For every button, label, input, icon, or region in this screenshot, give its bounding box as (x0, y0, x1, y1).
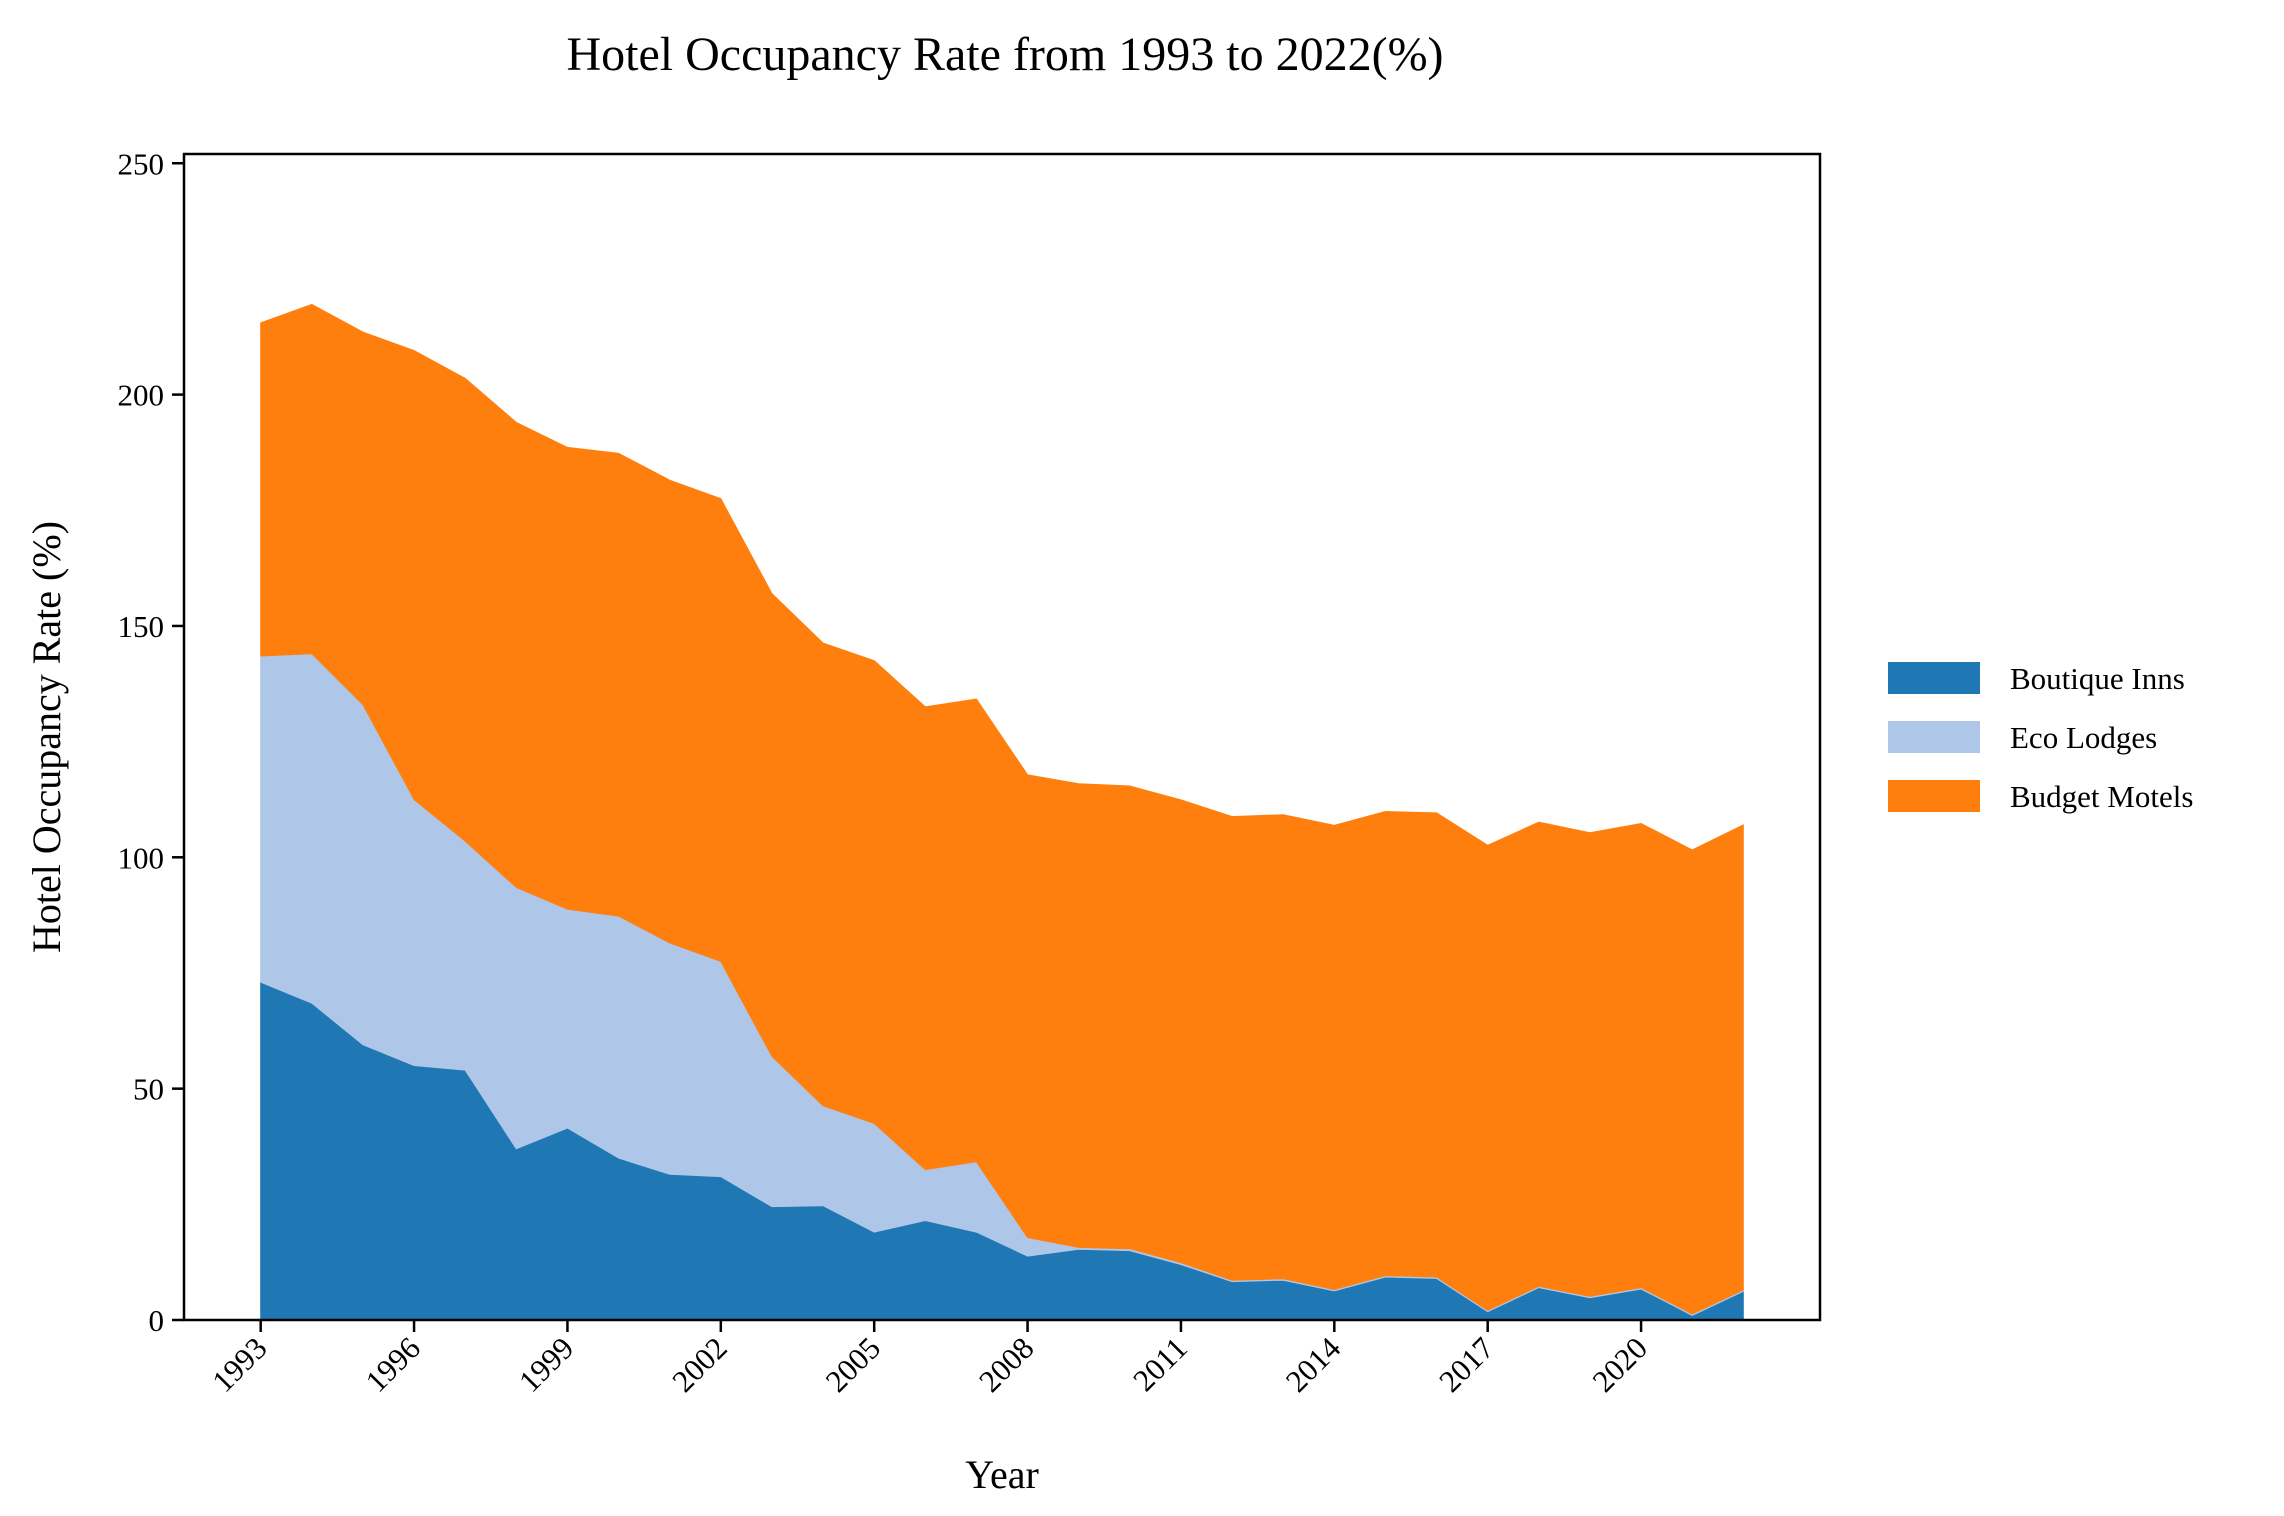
plot-areas (260, 303, 1744, 1321)
legend-label: Boutique Inns (2010, 661, 2185, 696)
legend-label: Budget Motels (2010, 779, 2193, 814)
x-tick-label: 1993 (205, 1330, 274, 1399)
x-tick-label: 1996 (358, 1330, 427, 1399)
y-tick-label: 250 (118, 146, 165, 181)
x-tick-label: 2020 (1585, 1330, 1654, 1399)
y-tick-label: 100 (118, 840, 165, 875)
x-tick-label: 2011 (1126, 1330, 1194, 1398)
legend-label: Eco Lodges (2010, 720, 2157, 755)
x-tick-label: 2008 (972, 1330, 1041, 1399)
x-tick-label: 2005 (819, 1330, 888, 1399)
y-tick-label: 50 (133, 1072, 164, 1107)
x-tick-label: 1999 (512, 1330, 581, 1399)
legend-swatch (1888, 780, 1980, 812)
legend: Boutique Inns Eco Lodges Budget Motels (1888, 661, 2193, 814)
plot-frame (182, 152, 1822, 1322)
y-tick-label: 0 (149, 1303, 165, 1338)
legend-swatch (1888, 662, 1980, 694)
y-axis: 0 50 100 150 200 250 (118, 146, 184, 1338)
x-axis: 1993 1996 1999 2002 2005 2008 2011 2014 2017 2020 (205, 1320, 1654, 1399)
y-axis-label: Hotel Occupancy Rate (%) (24, 521, 69, 953)
chart-title: Hotel Occupancy Rate from 1993 to 2022(%… (566, 28, 1443, 81)
x-tick-label: 2017 (1432, 1330, 1501, 1399)
y-tick-label: 150 (118, 609, 165, 644)
area-budget-motels (260, 303, 1744, 1315)
x-tick-label: 2014 (1279, 1330, 1348, 1399)
x-tick-label: 2002 (665, 1330, 734, 1399)
x-axis-label: Year (965, 1452, 1039, 1497)
legend-swatch (1888, 721, 1980, 753)
y-tick-label: 200 (118, 378, 165, 413)
